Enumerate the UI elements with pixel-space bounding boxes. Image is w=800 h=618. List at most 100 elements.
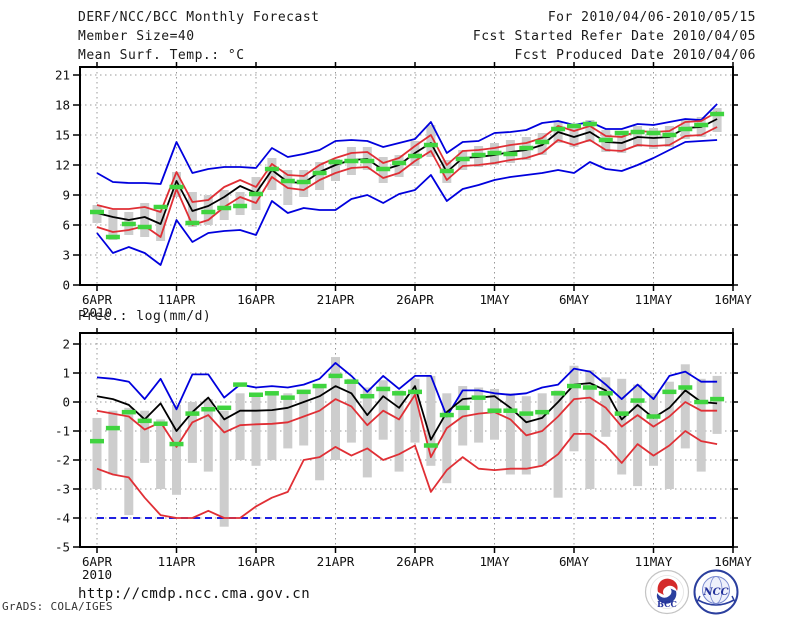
range-bar xyxy=(696,378,706,472)
series-red-lower xyxy=(96,430,718,519)
range-bar xyxy=(585,370,595,489)
y-tick-label: 12 xyxy=(55,158,70,173)
range-bar xyxy=(331,357,340,460)
range-bar xyxy=(124,407,134,516)
x-tick-label: 6APR xyxy=(82,554,113,569)
range-bar xyxy=(553,390,563,498)
x-tick-label: 26APR xyxy=(396,292,434,307)
bcc-logo-text: BCC xyxy=(657,599,677,609)
range-bar xyxy=(394,390,404,472)
ncc-logo: NCC xyxy=(693,569,739,615)
y-tick-label: 2 xyxy=(62,337,70,352)
range-bar xyxy=(140,203,150,237)
range-bar xyxy=(537,393,547,466)
series-blue-upper xyxy=(96,103,718,185)
range-bar xyxy=(569,365,579,452)
y-tick-label: -2 xyxy=(55,453,70,468)
series-black-mid xyxy=(96,382,718,441)
x-tick-label: 11MAY xyxy=(635,292,673,307)
series-red-upper xyxy=(96,393,718,459)
precip-panel-title: Prec.: log(mm/d) xyxy=(78,309,212,324)
range-bar xyxy=(235,393,245,460)
y-tick-label: 3 xyxy=(62,248,70,263)
range-bar xyxy=(505,393,515,475)
y-tick-label: -3 xyxy=(55,482,70,497)
cmdp-link[interactable]: http://cmdp.ncc.cma.gov.cn xyxy=(78,586,311,602)
x-year-label: 2010 xyxy=(82,567,112,582)
grads-credit: GrADS: COLA/IGES xyxy=(2,600,113,613)
x-tick-label: 6APR xyxy=(82,292,113,307)
x-tick-label: 1MAY xyxy=(479,292,510,307)
range-bar xyxy=(426,125,436,157)
fcst-produced-date-label: Fcst Produced Date 2010/04/06 xyxy=(514,48,756,63)
x-year-label: 2010 xyxy=(82,305,112,320)
y-tick-label: 9 xyxy=(62,188,70,203)
range-bar xyxy=(664,381,674,489)
y-tick-label: -5 xyxy=(55,540,70,555)
range-bar xyxy=(633,384,643,487)
page-title: DERF/NCC/BCC Monthly Forecast xyxy=(78,10,320,25)
range-bar xyxy=(172,404,181,495)
y-tick-label: 1 xyxy=(62,366,70,381)
range-bar xyxy=(474,387,484,443)
series-red-upper xyxy=(96,111,718,213)
series-black-mid xyxy=(96,118,718,225)
x-tick-label: 16APR xyxy=(237,554,275,569)
y-tick-label: 18 xyxy=(55,98,70,113)
range-bar xyxy=(219,190,229,220)
range-bar xyxy=(712,375,722,434)
range-bar xyxy=(156,419,166,489)
range-bar xyxy=(283,393,293,449)
range-bar xyxy=(410,378,420,443)
y-tick-label: 0 xyxy=(62,278,70,293)
temp-panel-title: Mean Surf. Temp.: °C xyxy=(78,48,245,63)
x-tick-label: 16MAY xyxy=(714,554,752,569)
range-bar xyxy=(426,375,436,466)
range-bar xyxy=(680,364,690,449)
range-bar xyxy=(267,394,277,460)
range-bar xyxy=(267,158,277,190)
range-bar xyxy=(346,378,356,443)
series-red-lower xyxy=(96,126,718,238)
x-tick-label: 21APR xyxy=(317,292,355,307)
y-tick-label: 15 xyxy=(55,128,70,143)
range-bar xyxy=(108,410,118,475)
x-tick-label: 11APR xyxy=(158,554,196,569)
range-bar xyxy=(299,393,309,446)
x-tick-label: 6MAY xyxy=(559,292,590,307)
series-blue-lower xyxy=(96,139,718,266)
range-bar xyxy=(490,388,499,440)
range-bar xyxy=(585,120,595,142)
range-bar xyxy=(331,159,340,181)
x-tick-label: 11MAY xyxy=(635,554,673,569)
y-tick-label: -1 xyxy=(55,424,70,439)
range-bar xyxy=(649,393,658,466)
x-tick-label: 1MAY xyxy=(479,554,510,569)
range-bar xyxy=(92,417,102,489)
range-bar xyxy=(315,162,325,190)
range-bar xyxy=(442,393,452,484)
bcc-logo: BCC xyxy=(644,569,690,615)
y-tick-label: 21 xyxy=(55,68,70,83)
range-bar xyxy=(362,387,372,478)
y-tick-label: 6 xyxy=(62,218,70,233)
range-bar xyxy=(172,172,181,197)
range-bar xyxy=(394,155,404,177)
range-bar xyxy=(219,410,229,527)
fcst-refer-date-label: Fcst Started Refer Date 2010/04/05 xyxy=(472,29,756,44)
x-tick-label: 16APR xyxy=(237,292,275,307)
forecast-range-label: For 2010/04/06-2010/05/15 xyxy=(547,10,756,25)
x-tick-label: 11APR xyxy=(158,292,196,307)
x-tick-label: 21APR xyxy=(317,554,355,569)
range-bar xyxy=(108,210,118,240)
footer-logos: BCC NCC xyxy=(644,569,739,615)
range-bar xyxy=(203,399,213,472)
series-blue-upper xyxy=(96,361,718,418)
range-bar xyxy=(315,387,325,481)
x-tick-label: 26APR xyxy=(396,554,434,569)
range-bar xyxy=(140,410,150,463)
